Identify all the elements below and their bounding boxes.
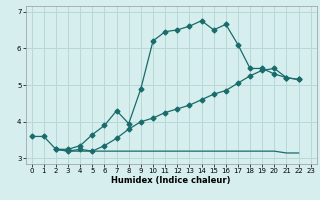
X-axis label: Humidex (Indice chaleur): Humidex (Indice chaleur) (111, 176, 231, 185)
